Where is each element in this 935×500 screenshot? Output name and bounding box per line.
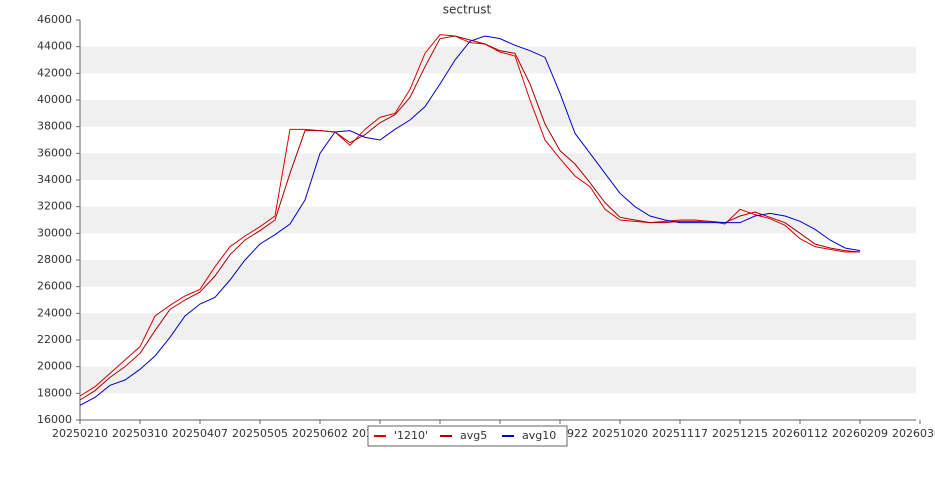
legend-label: avg5 — [460, 429, 487, 442]
x-tick-label: 20250602 — [292, 427, 348, 440]
series-line — [79, 34, 860, 397]
y-tick-label: 18000 — [37, 386, 72, 399]
y-tick-label: 44000 — [37, 40, 72, 53]
grid-band — [80, 153, 916, 180]
legend-box — [367, 425, 568, 447]
y-tick-label: 26000 — [37, 280, 72, 293]
y-tick-label: 16000 — [37, 413, 72, 426]
y-tick-label: 28000 — [37, 253, 72, 266]
series-line — [79, 35, 861, 401]
series-line — [79, 35, 861, 406]
legend-label: avg10 — [522, 429, 556, 442]
x-tick-label: 20260112 — [772, 427, 828, 440]
x-tick-label: 20251117 — [652, 427, 708, 440]
y-tick-label: 24000 — [37, 306, 72, 319]
x-tick-label: 20251020 — [592, 427, 648, 440]
y-tick-label: 38000 — [37, 120, 72, 133]
grid-band — [80, 206, 916, 234]
grid-band — [80, 366, 916, 394]
grid-band — [80, 100, 916, 127]
x-tick-label: 20260209 — [832, 427, 888, 440]
x-tick-label: 20260309 — [892, 427, 935, 440]
x-tick-label: 20251215 — [712, 427, 768, 440]
legend: '1210' avg5 avg10 — [367, 425, 568, 447]
x-tick-label: 20250210 — [52, 427, 108, 440]
grid-band — [80, 260, 916, 287]
chart-title: sectrust — [443, 3, 492, 17]
x-tick-label: 20250505 — [232, 427, 288, 440]
y-tick-label: 42000 — [37, 66, 72, 79]
y-tick-label: 34000 — [37, 173, 72, 186]
y-tick-label: 36000 — [37, 146, 72, 159]
y-tick-label: 30000 — [37, 226, 72, 239]
grid-band — [80, 313, 916, 340]
y-tick-label: 40000 — [37, 93, 72, 106]
y-tick-label: 46000 — [37, 13, 72, 26]
y-tick-label: 22000 — [37, 333, 72, 346]
x-tick-label: 20250407 — [172, 427, 228, 440]
y-tick-label: 32000 — [37, 200, 72, 213]
x-tick-label: 20250310 — [112, 427, 168, 440]
y-tick-label: 20000 — [37, 360, 72, 373]
legend-label: '1210' — [394, 429, 428, 442]
